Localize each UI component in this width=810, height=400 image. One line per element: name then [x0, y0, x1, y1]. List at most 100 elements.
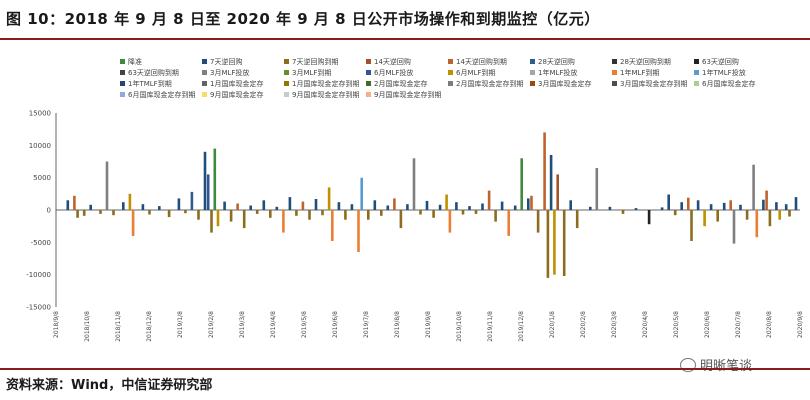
- bar: [367, 210, 370, 220]
- bar: [216, 210, 220, 227]
- legend-label: 6月国库现金定存: [702, 79, 756, 88]
- bar: [543, 132, 546, 210]
- bar: [520, 158, 523, 210]
- bar: [213, 148, 217, 210]
- wechat-icon: [680, 357, 696, 372]
- y-tick-label: 10000: [29, 142, 51, 150]
- legend-item: 6月国库现金定存: [694, 78, 776, 89]
- legend-item: 降准: [120, 56, 202, 67]
- source-note: 资料来源：Wind，中信证券研究部: [6, 378, 213, 393]
- legend-label: 9月国库现金定存到期: [374, 90, 442, 99]
- legend-item: 1年TMLF投放: [694, 67, 776, 78]
- x-tick-label: 2020/5/8: [673, 311, 680, 338]
- bar: [275, 206, 279, 210]
- bar: [210, 210, 213, 233]
- bar: [425, 200, 429, 210]
- bar: [752, 164, 755, 210]
- bar: [380, 210, 383, 216]
- legend-label: 1年MLF到期: [620, 68, 660, 77]
- bar: [536, 210, 540, 233]
- legend-swatch: [120, 81, 125, 86]
- chart-title: 图 10：2018 年 9 月 8 日至 2020 年 9 月 8 日公开市场操…: [6, 10, 600, 28]
- legend-item: 1月国库现金定存: [202, 78, 284, 89]
- bar: [513, 205, 517, 210]
- legend-swatch: [366, 92, 371, 97]
- legend-swatch: [202, 92, 207, 97]
- bar: [197, 210, 200, 220]
- bar: [282, 210, 285, 233]
- bar: [148, 210, 151, 215]
- y-tick-label: -10000: [26, 271, 51, 279]
- legend-label: 3月国库现金定存: [538, 79, 592, 88]
- legend-label: 14天逆回购到期: [456, 57, 507, 66]
- x-tick-label: 2018/12/8: [146, 311, 153, 342]
- bar: [784, 204, 788, 210]
- bar: [412, 158, 416, 210]
- legend-label: 降准: [128, 57, 142, 66]
- x-tick-label: 2020/2/8: [580, 311, 587, 338]
- bar: [729, 200, 732, 210]
- legend-label: 3月国库现金定存到期: [620, 79, 688, 88]
- legend-item: 14天逆回购: [366, 56, 448, 67]
- bar: [321, 210, 324, 216]
- bar: [184, 210, 187, 214]
- bar: [500, 201, 504, 210]
- bar: [461, 210, 465, 215]
- bar: [494, 210, 497, 222]
- bar: [455, 202, 458, 210]
- x-tick-label: 2019/12/8: [518, 311, 525, 342]
- bar: [314, 199, 318, 210]
- legend-swatch: [284, 70, 289, 75]
- bar: [546, 210, 550, 278]
- legend-swatch: [612, 81, 617, 86]
- legend-label: 14天逆回购: [374, 57, 411, 66]
- legend-swatch: [366, 59, 371, 64]
- bar: [177, 198, 181, 210]
- source-rule: [0, 368, 810, 370]
- legend-swatch: [120, 70, 125, 75]
- bar: [105, 161, 109, 210]
- bar: [487, 190, 491, 210]
- bar: [660, 207, 664, 210]
- x-tick-label: 2018/10/8: [84, 311, 91, 342]
- bar: [327, 187, 331, 210]
- bar: [350, 204, 354, 210]
- title-rule: [0, 38, 810, 40]
- x-tick-label: 2020/8/8: [766, 311, 773, 338]
- bar: [765, 190, 768, 210]
- x-tick-label: 2019/10/8: [456, 311, 463, 342]
- bar: [432, 210, 435, 218]
- bar: [223, 201, 226, 210]
- legend-item: 1年MLF投放: [530, 67, 612, 78]
- bar: [262, 200, 266, 210]
- legend-item: 28天逆回购: [530, 56, 612, 67]
- x-tick-label: 2020/1/8: [549, 311, 556, 338]
- legend-item: 6月MLF到期: [448, 67, 530, 78]
- x-tick-label: 2018/9/8: [53, 311, 60, 338]
- bar: [301, 201, 305, 210]
- legend-label: 6月MLF投放: [374, 68, 414, 77]
- x-tick-label: 2019/9/8: [425, 311, 432, 338]
- legend-swatch: [202, 81, 207, 86]
- bar: [269, 210, 272, 218]
- bar: [393, 198, 396, 210]
- bar: [73, 195, 76, 210]
- bar: [589, 206, 592, 210]
- legend-label: 9月国库现金定存到期: [292, 90, 360, 99]
- bar: [709, 204, 713, 210]
- legend-swatch: [120, 92, 125, 97]
- legend-label: 1年TMLF投放: [702, 68, 746, 77]
- y-tick-label: 15000: [29, 110, 51, 118]
- bar: [716, 210, 719, 222]
- legend-item: 14天逆回购到期: [448, 56, 530, 67]
- y-tick-label: -5000: [31, 239, 51, 247]
- bar: [128, 193, 132, 210]
- legend-item: 3月国库现金定存到期: [612, 78, 694, 89]
- bar: [608, 206, 612, 210]
- legend-item: 63天逆回购: [694, 56, 776, 67]
- bar: [141, 204, 145, 210]
- x-tick-label: 2019/8/8: [394, 311, 401, 338]
- bar: [206, 174, 210, 210]
- bar: [474, 210, 478, 214]
